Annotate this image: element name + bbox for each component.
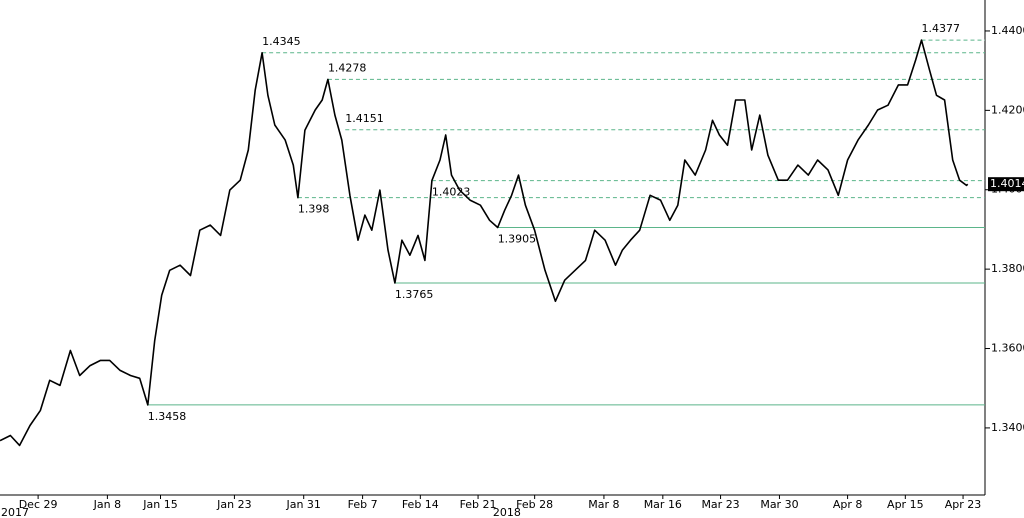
x-tick-label: Mar 30 [760,498,798,511]
x-tick-label: Feb 14 [402,498,439,511]
year-label: 2017 [1,506,29,518]
level-label: 1.398 [298,203,330,216]
last-value-tag [988,177,1024,192]
level-label: 1.3905 [498,232,537,245]
level-label: 1.4278 [328,61,367,74]
x-tick-label: Jan 23 [216,498,251,511]
y-tick-label: 1.3800 [991,262,1024,275]
last-value-label: 1.4014 [990,177,1024,190]
x-tick-label: Dec 29 [19,498,58,511]
x-tick-label: Jan 15 [142,498,177,511]
year-label: 2018 [493,506,521,518]
x-tick-label: Feb 28 [516,498,553,511]
y-tick-label: 1.4400 [991,24,1024,37]
x-tick-label: Jan 8 [93,498,121,511]
level-label: 1.4345 [262,35,301,48]
x-tick-label: Feb 21 [460,498,497,511]
level-label: 1.3765 [395,288,434,301]
x-tick-label: Mar 16 [644,498,682,511]
level-label: 1.4023 [432,186,471,199]
y-tick-label: 1.4200 [991,103,1024,116]
x-tick-label: Feb 7 [348,498,378,511]
x-tick-label: Mar 23 [701,498,739,511]
x-tick-label: Mar 8 [588,498,619,511]
level-label: 1.3458 [148,410,187,423]
level-label: 1.4151 [345,112,384,125]
x-tick-label: Apr 15 [887,498,924,511]
x-tick-label: Apr 8 [833,498,863,511]
x-tick-label: Jan 31 [285,498,320,511]
x-tick-label: Apr 23 [945,498,982,511]
price-line [0,39,969,447]
y-tick-label: 1.3400 [991,421,1024,434]
y-tick-label: 1.3600 [991,342,1024,355]
level-label: 1.4377 [921,22,960,35]
